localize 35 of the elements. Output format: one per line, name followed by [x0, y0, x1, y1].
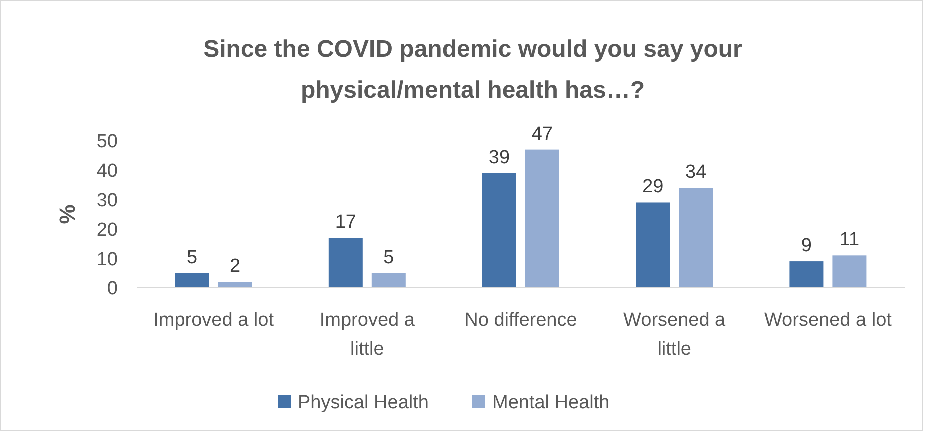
bar — [482, 173, 516, 288]
bar — [790, 262, 824, 288]
bar — [832, 256, 867, 288]
data-label: 2 — [230, 256, 241, 278]
legend-label: Physical Health — [298, 392, 429, 414]
x-tick-label: Improved a lot — [154, 310, 275, 331]
y-tick-label: 40 — [96, 161, 118, 182]
x-tick-label: No difference — [464, 310, 578, 331]
bar — [328, 238, 363, 288]
data-label: 9 — [801, 236, 812, 257]
data-label: 5 — [384, 247, 394, 268]
y-tick-label: 50 — [96, 132, 118, 153]
x-tick-label: Worsened a little — [624, 310, 726, 360]
data-label: 47 — [532, 124, 554, 145]
bar — [679, 188, 714, 288]
y-tick-label: 10 — [96, 249, 118, 270]
data-label: 39 — [488, 147, 510, 168]
bar — [372, 273, 406, 288]
data-label: 11 — [840, 230, 860, 251]
y-axis-title: % — [55, 204, 80, 224]
chart-title: Since the COVID pandemic would you say your physical/mental health has…? — [204, 36, 742, 104]
bar — [636, 202, 670, 288]
bar — [526, 150, 560, 288]
y-tick-label: 0 — [107, 278, 118, 300]
x-tick-label: Worsened a lot — [764, 310, 893, 331]
bar — [218, 282, 252, 288]
data-label: 29 — [642, 176, 664, 198]
bar — [175, 273, 210, 288]
data-label: 34 — [686, 162, 708, 184]
data-label: 5 — [187, 247, 198, 268]
y-tick-label: 20 — [96, 220, 118, 241]
x-tick-label: Improved a little — [320, 310, 416, 360]
data-label: 17 — [335, 212, 356, 234]
legend-label: Mental Health — [492, 392, 610, 414]
y-tick-label: 30 — [96, 190, 118, 212]
